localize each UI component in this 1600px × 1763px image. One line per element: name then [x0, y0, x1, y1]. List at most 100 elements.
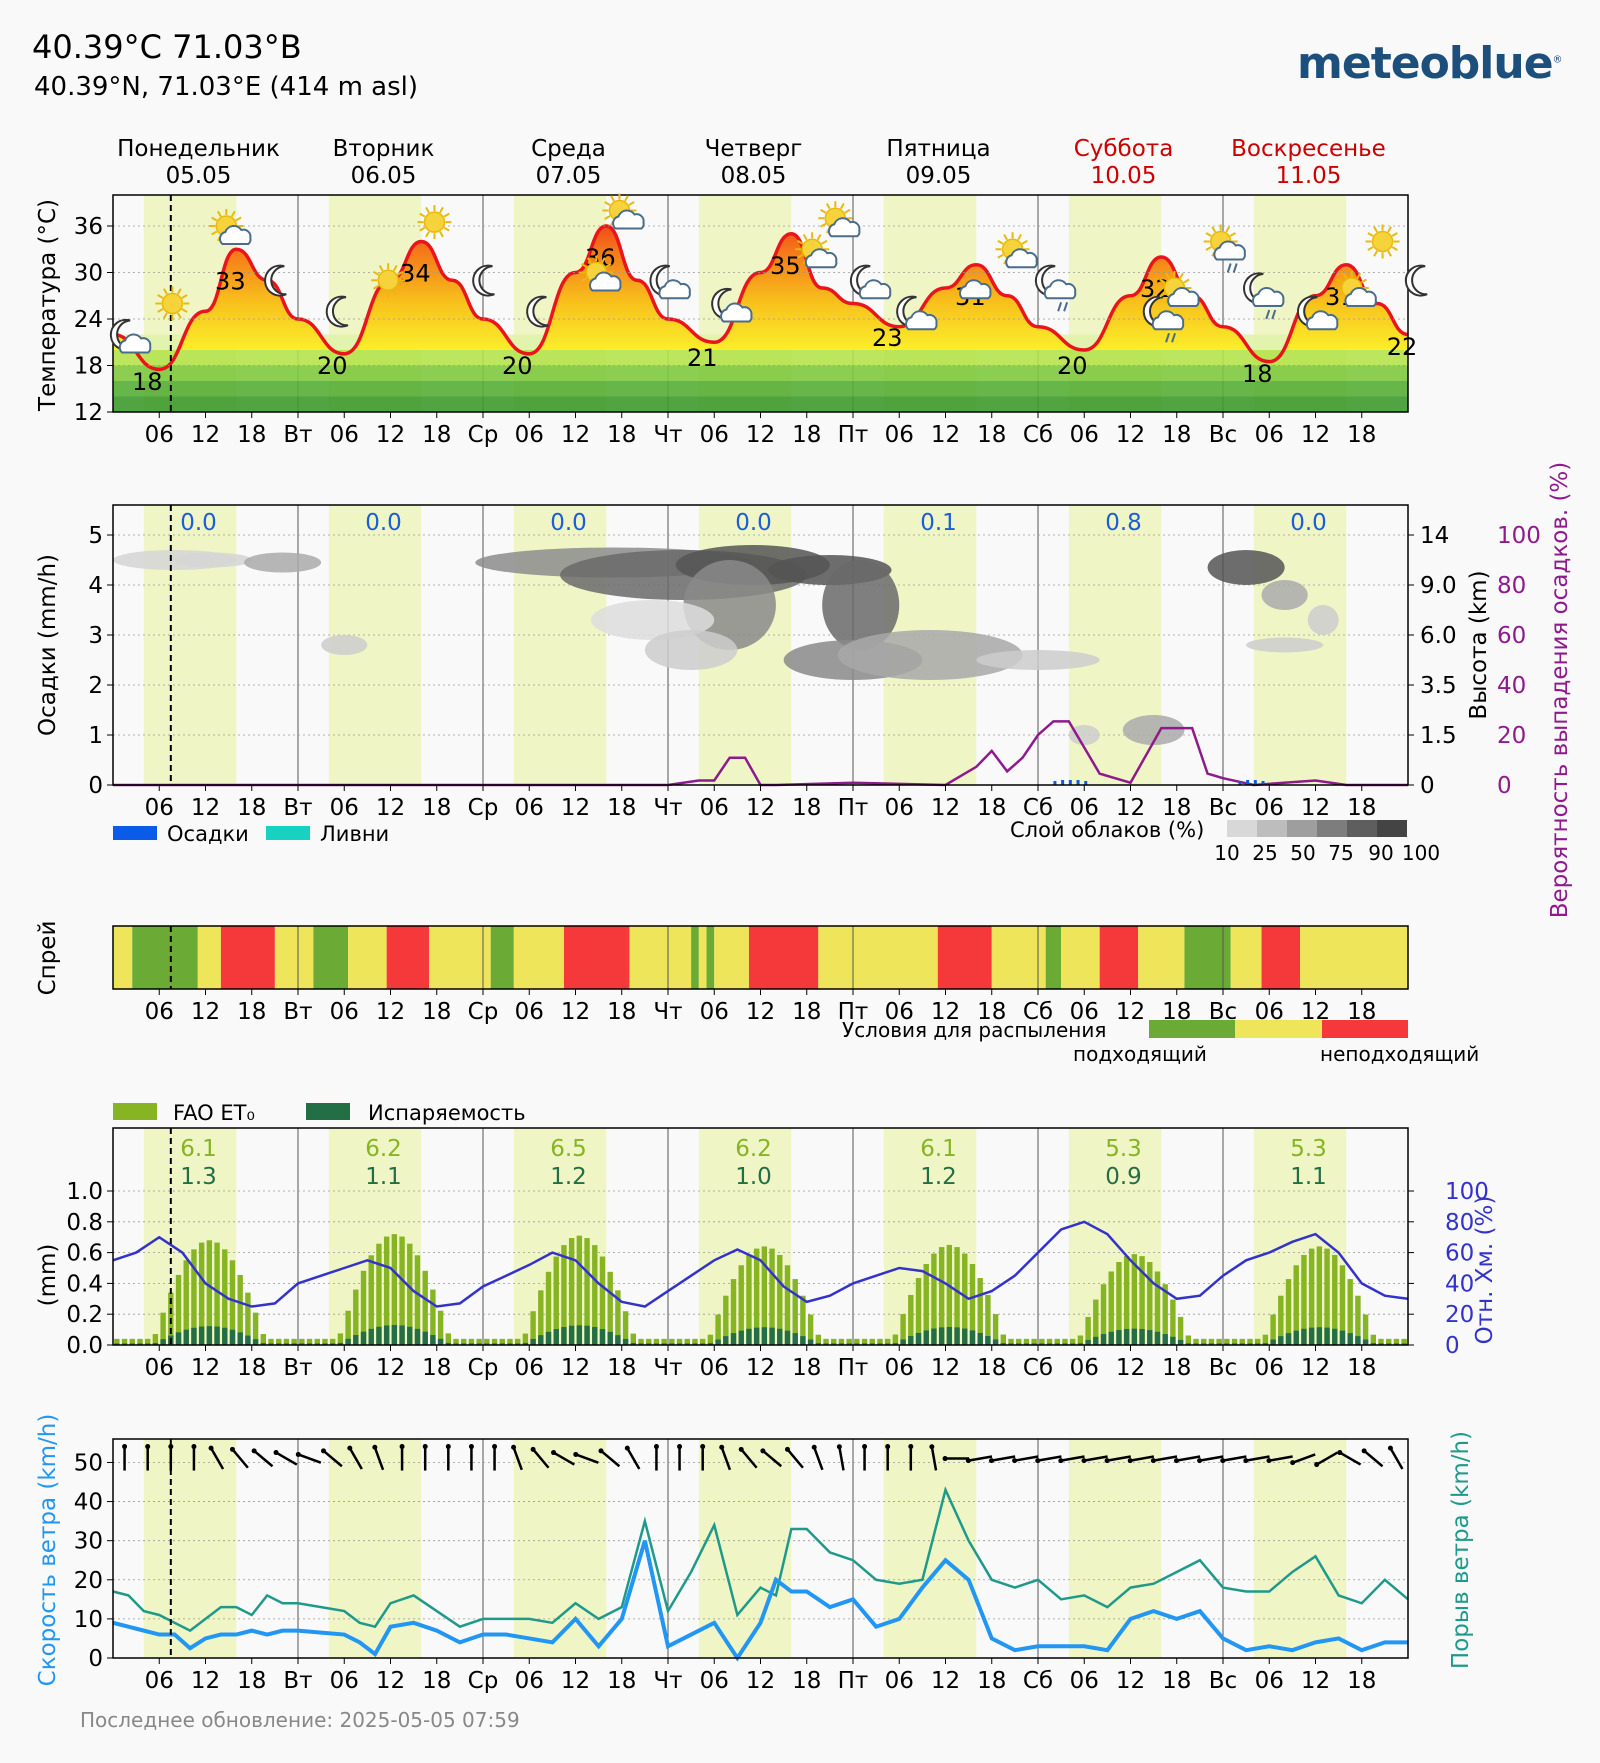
- cloud-layer: [837, 630, 1023, 680]
- cloud-layer: [1246, 637, 1324, 653]
- daily-fao-total: 6.2: [365, 1136, 402, 1162]
- temperature-max-label: 34: [400, 260, 431, 288]
- cloud-layer: [644, 630, 738, 670]
- evaporation-bar: [669, 1343, 675, 1345]
- fao-bar: [1100, 1284, 1107, 1345]
- evaporation-bar: [345, 1338, 351, 1345]
- wind-direction-arrowhead: [700, 1444, 706, 1450]
- fao-bar: [807, 1314, 814, 1345]
- fao-bar: [1054, 1338, 1060, 1345]
- wind-direction-arrow: [322, 1449, 343, 1468]
- fao-bar: [715, 1314, 721, 1345]
- fao-bar: [206, 1240, 213, 1345]
- spray-segment: [1061, 926, 1100, 989]
- wind-direction-arrow: [532, 1448, 550, 1469]
- daily-precipitation-total: 0.0: [550, 510, 587, 536]
- fao-bar: [491, 1338, 498, 1345]
- meteoblue-logo[interactable]: meteoblue®: [1297, 38, 1563, 89]
- fao-bar: [962, 1253, 968, 1345]
- fao-bar: [1386, 1338, 1392, 1345]
- fao-bar: [252, 1312, 259, 1345]
- evaporation-bar: [1216, 1343, 1222, 1345]
- daily-evaporation-total: 1.1: [1290, 1164, 1327, 1190]
- weather-icon: [1296, 295, 1339, 331]
- spray-segment: [937, 926, 992, 989]
- x-tick-label: 18: [1162, 795, 1191, 821]
- fao-bar: [869, 1338, 875, 1345]
- x-tick-label: 06: [145, 999, 174, 1025]
- fao-bar: [461, 1338, 467, 1345]
- cloud-icon: [858, 279, 892, 300]
- fao-bar: [576, 1235, 583, 1345]
- x-tick-label: 06: [145, 795, 174, 821]
- wind-direction-arrowhead: [445, 1444, 451, 1450]
- daily-precipitation-total: 0.0: [735, 510, 772, 536]
- x-tick-label: 12: [931, 1668, 960, 1694]
- daily-fao-total: 6.2: [735, 1136, 772, 1162]
- evaporation-bar: [1208, 1343, 1215, 1345]
- fao-bar: [1378, 1338, 1384, 1345]
- evaporation-bar: [376, 1326, 382, 1345]
- sun-icon: [371, 263, 406, 298]
- x-tick-label: Ср: [468, 999, 499, 1025]
- evaporation-bar: [499, 1343, 505, 1345]
- fao-bar: [1177, 1316, 1184, 1345]
- fao-bar: [792, 1279, 798, 1345]
- y-tick-label: 0.6: [66, 1241, 103, 1267]
- fao-bar: [1247, 1338, 1253, 1345]
- spray-segment: [1230, 926, 1262, 989]
- evaporation-bar: [777, 1328, 783, 1345]
- x-tick-label: 12: [376, 1668, 405, 1694]
- precipitation-bar: [1261, 781, 1265, 785]
- evaporation-bar: [445, 1342, 452, 1345]
- x-tick-label: 12: [376, 422, 405, 448]
- evaporation-bar: [846, 1343, 852, 1345]
- wind-direction-arrowhead: [1035, 1458, 1041, 1464]
- wind-panel: 0 10 20 30 40 50 06 12 18 Вт 06 12 18 Ср 06 12 18 Чт 06 12 1…: [74, 1438, 1409, 1694]
- weather-icon: [472, 264, 495, 297]
- cloud-icon: [219, 225, 252, 245]
- fao-bar: [306, 1338, 313, 1345]
- cloud-icon: [1344, 287, 1377, 307]
- fao-bar: [191, 1249, 197, 1345]
- y-tick-label: 30: [74, 261, 103, 287]
- day-date: 07.05: [536, 163, 602, 189]
- y-tick-label-height: 6.0: [1420, 623, 1457, 649]
- fao-bar: [468, 1338, 475, 1345]
- fao-bar: [1039, 1338, 1045, 1345]
- wind-direction-arrowhead: [251, 1448, 257, 1454]
- mm-axis-label: (mm): [35, 1244, 61, 1307]
- wind-direction-arrowhead: [1081, 1458, 1087, 1464]
- temperature-min-label: 22: [1387, 333, 1418, 361]
- evaporation-bar: [214, 1326, 220, 1345]
- wind-direction-arrow: [1389, 1447, 1404, 1470]
- daily-fao-total: 6.1: [920, 1136, 957, 1162]
- precip-legend-label: Осадки: [167, 822, 249, 846]
- x-tick-label: 18: [1347, 1668, 1376, 1694]
- spray-legend-mid: [1235, 1020, 1322, 1038]
- x-tick-label: Вс: [1209, 1355, 1237, 1381]
- evaporation-bar: [160, 1339, 166, 1345]
- y-tick-label: 30: [74, 1529, 103, 1555]
- cloud-layer: [244, 552, 322, 573]
- x-tick-label: Вс: [1209, 422, 1237, 448]
- evaporation-bar: [723, 1336, 729, 1345]
- moon-icon: [526, 295, 549, 328]
- x-tick-label: Пт: [838, 795, 869, 821]
- weather-icon: [896, 295, 938, 331]
- evaporation-bar: [268, 1343, 274, 1345]
- daily-evaporation-total: 1.3: [180, 1164, 217, 1190]
- x-tick-label: 12: [1116, 795, 1145, 821]
- wind-direction-arrow: [552, 1451, 575, 1466]
- fao-bar: [437, 1310, 444, 1345]
- x-tick-label: 12: [931, 422, 960, 448]
- day-name: Суббота: [1074, 136, 1174, 162]
- evaporation-bar: [1362, 1339, 1369, 1345]
- evaporation-bar: [884, 1343, 891, 1345]
- fao-bar: [954, 1247, 960, 1345]
- evaporation-bar: [383, 1325, 390, 1345]
- x-tick-label: 12: [561, 1355, 590, 1381]
- daylight-band: [1068, 1439, 1162, 1658]
- fao-bar: [1185, 1335, 1192, 1345]
- y-tick-label-probability: 60: [1497, 623, 1526, 649]
